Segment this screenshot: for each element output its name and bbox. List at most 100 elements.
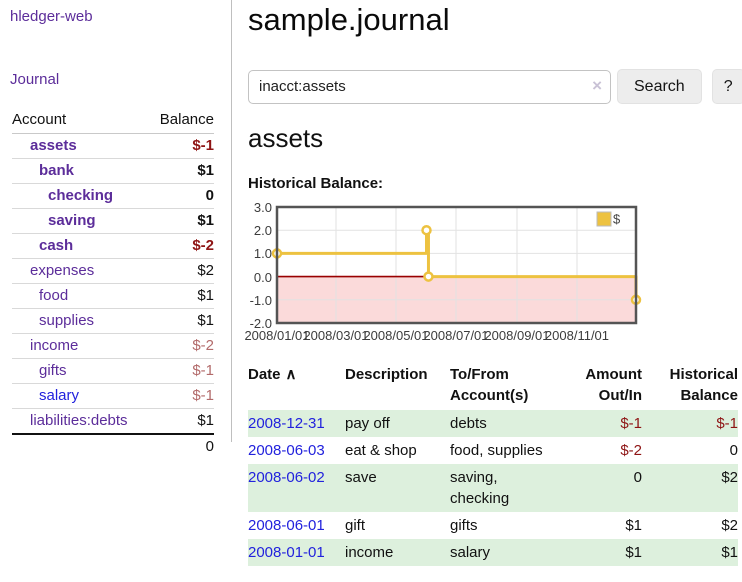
account-row: salary $-1 — [12, 383, 214, 409]
account-row: bank $1 — [12, 158, 214, 184]
register-row: 2008-01-01 income salary $1 $1 — [248, 539, 738, 566]
legend-label: $ — [613, 212, 621, 227]
account-row: supplies $1 — [12, 308, 214, 334]
account-link[interactable]: saving — [48, 212, 96, 229]
y-axis-tick-label: -2.0 — [249, 316, 272, 331]
data-point-marker — [423, 271, 434, 282]
transaction-date-link[interactable]: 2008-12-31 — [248, 415, 325, 432]
account-balance: $2 — [197, 262, 214, 279]
transaction-amount: $-2 — [620, 442, 642, 459]
account-balance: $-2 — [192, 237, 214, 254]
x-axis-tick-label: 2008/01/01 — [244, 328, 310, 343]
account-balance: $1 — [197, 312, 214, 329]
nav-journal-link[interactable]: Journal — [10, 71, 60, 88]
balance-column-header: Balance — [159, 111, 214, 128]
account-total-row: 0 — [12, 434, 214, 459]
help-button[interactable]: ? — [711, 69, 742, 104]
account-link[interactable]: food — [39, 287, 69, 304]
account-link[interactable]: checking — [48, 187, 114, 204]
account-row: liabilities:debts $1 — [12, 408, 214, 435]
account-row: cash $-2 — [12, 233, 214, 259]
transaction-description: pay off — [345, 415, 390, 432]
transaction-amount: 0 — [633, 469, 642, 486]
account-balance: $1 — [197, 162, 214, 179]
sort-ascending-icon[interactable]: ∧ — [285, 366, 297, 383]
register-header-to-from-account-s-: To/From Account(s) — [450, 366, 529, 404]
legend-swatch — [596, 211, 612, 227]
x-axis-tick-label: 2008/05/01 — [363, 328, 429, 343]
transaction-description: save — [345, 469, 377, 486]
register-header-description: Description — [345, 366, 428, 383]
brand-link[interactable]: hledger-web — [10, 8, 93, 25]
register-table: Date ∧ Description To/From Account(s) Amount… — [248, 363, 738, 566]
transaction-amount: $1 — [625, 517, 642, 534]
register-header-row: Date ∧ Description To/From Account(s) Amount… — [248, 363, 738, 410]
account-link[interactable]: cash — [39, 237, 74, 254]
account-row: income $-2 — [12, 333, 214, 359]
register-header-amount-out-in: Amount Out/In — [585, 366, 642, 404]
x-axis-tick-label: 2008/11/01 — [544, 328, 610, 343]
account-balance: $1 — [197, 287, 214, 304]
y-axis-tick-label: 2.0 — [253, 223, 272, 239]
account-balance: $-1 — [192, 137, 214, 154]
account-row: gifts $-1 — [12, 358, 214, 384]
chart-plot: $ — [271, 205, 642, 325]
page-title: sample.journal — [248, 2, 450, 37]
account-row: expenses $2 — [12, 258, 214, 284]
account-link[interactable]: bank — [39, 162, 75, 179]
account-row: food $1 — [12, 283, 214, 309]
clear-search-icon[interactable]: × — [592, 75, 602, 95]
x-axis-tick-label: 2008/09/01 — [484, 328, 550, 343]
register-row: 2008-06-02 save saving, checking 0 $2 — [248, 464, 738, 512]
account-total-balance: 0 — [205, 438, 214, 455]
register-row: 2008-06-01 gift gifts $1 $2 — [248, 512, 738, 539]
account-tree-table: Account Balance assets $-1 bank $1 checking 0… — [12, 108, 214, 459]
transaction-date-link[interactable]: 2008-06-02 — [248, 469, 325, 486]
account-balance: $-1 — [192, 387, 214, 404]
account-link[interactable]: income — [30, 337, 79, 354]
transaction-date-link[interactable]: 2008-06-03 — [248, 442, 325, 459]
account-heading: assets — [248, 123, 324, 153]
account-balance: $1 — [197, 212, 214, 229]
transaction-balance: $2 — [721, 517, 738, 534]
sidebar: hledger-web Journal Account Balance asse… — [0, 0, 232, 455]
historical-balance-chart: $3.0 2.0 1.0 0.0 -1.0 -2.0 2008/01/01 2008/03/0… — [244, 200, 668, 345]
y-axis-tick-label: 1.0 — [253, 246, 272, 262]
transaction-accounts: food, supplies — [450, 442, 543, 459]
chart-title: Historical Balance: — [248, 175, 384, 192]
account-tree-header-row: Account Balance — [12, 108, 214, 134]
transaction-description: eat & shop — [345, 442, 417, 459]
search-form: × Search ? — [248, 69, 742, 104]
account-row: assets $-1 — [12, 134, 214, 159]
account-column-header: Account — [12, 111, 67, 128]
account-link[interactable]: liabilities:debts — [30, 412, 128, 429]
search-input[interactable] — [248, 69, 611, 104]
x-axis-tick-label: 2008/03/01 — [303, 328, 369, 343]
data-point-marker — [421, 224, 432, 236]
account-balance: $-2 — [192, 337, 214, 354]
register-row: 2008-12-31 pay off debts $-1 $-1 — [248, 410, 738, 437]
account-link[interactable]: assets — [30, 137, 77, 154]
transaction-date-link[interactable]: 2008-06-01 — [248, 517, 325, 534]
transaction-description: gift — [345, 517, 366, 534]
account-link[interactable]: supplies — [39, 312, 95, 329]
account-balance: $1 — [197, 412, 214, 429]
main-content: sample.journal × Search ? assets Histori… — [233, 0, 742, 582]
account-link[interactable]: salary — [39, 387, 80, 404]
transaction-accounts: debts — [450, 415, 487, 432]
transaction-date-link[interactable]: 2008-01-01 — [248, 544, 325, 561]
y-axis-tick-label: 0.0 — [253, 269, 272, 285]
account-row: checking 0 — [12, 183, 214, 209]
transaction-accounts: salary — [450, 544, 491, 561]
transaction-balance: $-1 — [716, 415, 738, 432]
y-axis-tick-label: -1.0 — [249, 292, 272, 308]
search-button[interactable]: Search — [617, 69, 702, 104]
account-link[interactable]: expenses — [30, 262, 95, 279]
register-header-date[interactable]: Date ∧ — [248, 366, 297, 383]
account-row: saving $1 — [12, 208, 214, 234]
transaction-amount: $-1 — [620, 415, 642, 432]
search-box: × — [248, 69, 611, 104]
account-balance: 0 — [205, 187, 214, 204]
transaction-description: income — [345, 544, 394, 561]
account-link[interactable]: gifts — [39, 362, 67, 379]
